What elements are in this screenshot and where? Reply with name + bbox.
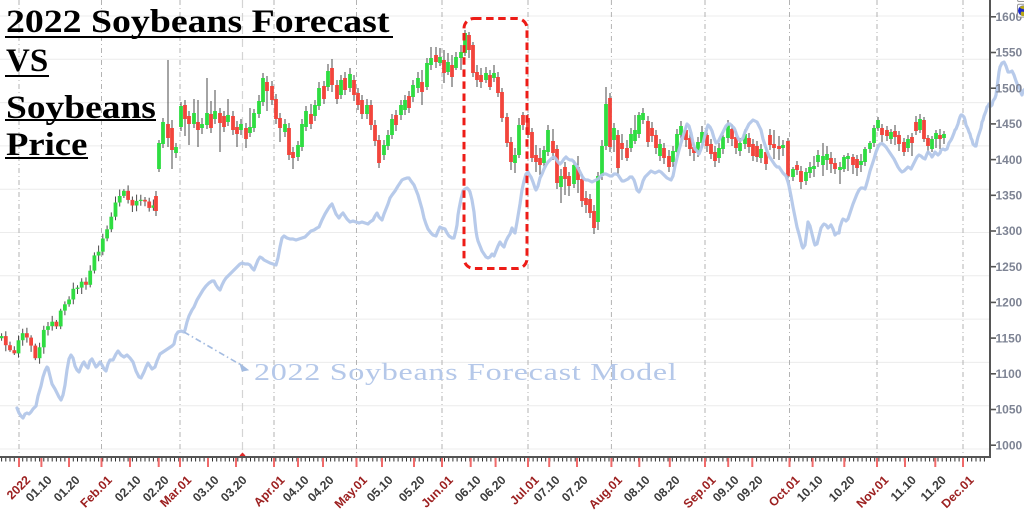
svg-text:1550: 1550 <box>996 46 1023 60</box>
svg-text:1100: 1100 <box>996 367 1022 381</box>
svg-text:1250: 1250 <box>996 260 1023 274</box>
svg-text:1450: 1450 <box>996 117 1023 131</box>
svg-text:1000: 1000 <box>996 438 1023 452</box>
svg-text:1600: 1600 <box>996 10 1023 24</box>
svg-text:1200: 1200 <box>996 296 1023 310</box>
svg-text:1400: 1400 <box>996 153 1023 167</box>
svg-text:1300: 1300 <box>996 224 1023 238</box>
svg-text:1150: 1150 <box>996 331 1022 345</box>
svg-text:1500: 1500 <box>996 81 1023 95</box>
svg-text:1050: 1050 <box>996 403 1023 417</box>
svg-text:1350: 1350 <box>996 189 1023 203</box>
